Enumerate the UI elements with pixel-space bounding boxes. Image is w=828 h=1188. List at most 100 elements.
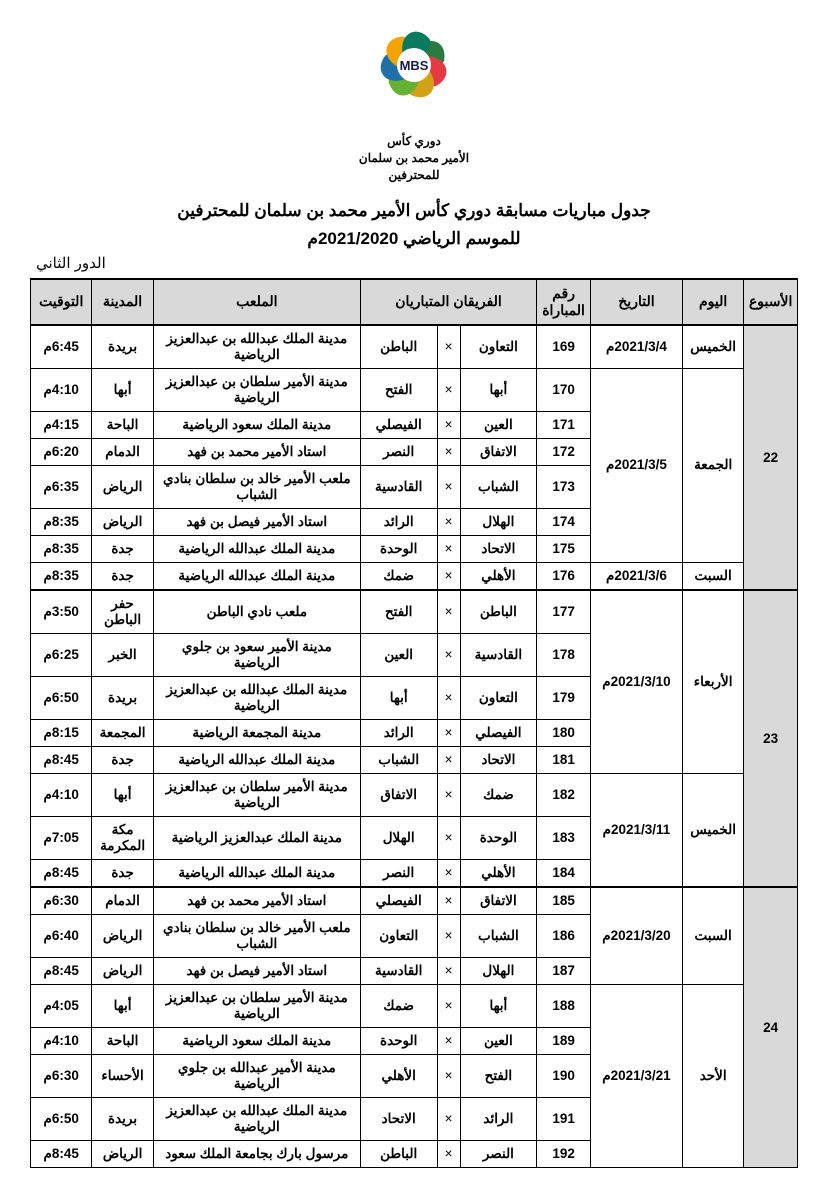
cell-city: الدمام <box>92 887 153 915</box>
cell-num: 179 <box>537 676 591 719</box>
cell-team2: الفتح <box>360 368 437 411</box>
cell-team2: الرائد <box>360 508 437 535</box>
cell-city: مكة المكرمة <box>92 816 153 859</box>
cell-vs: × <box>437 508 460 535</box>
cell-time: 8:15م <box>31 719 92 746</box>
cell-time: 8:45م <box>31 957 92 984</box>
cell-num: 170 <box>537 368 591 411</box>
cell-team1: الهلال <box>460 508 537 535</box>
cell-num: 181 <box>537 746 591 773</box>
cell-team2: الفيصلي <box>360 887 437 915</box>
cell-vs: × <box>437 325 460 369</box>
cell-city: الدمام <box>92 438 153 465</box>
mbs-logo-icon: MBS <box>359 20 469 120</box>
th-city: المدينة <box>92 279 153 325</box>
cell-vs: × <box>437 957 460 984</box>
cell-team1: الأهلي <box>460 562 537 590</box>
cell-day: الخميس <box>682 773 743 887</box>
cell-venue: استاد الأمير محمد بن فهد <box>153 887 360 915</box>
cell-venue: مدينة الملك عبدالله الرياضية <box>153 859 360 887</box>
cell-venue: مدينة الملك عبدالله الرياضية <box>153 746 360 773</box>
cell-team1: الاتحاد <box>460 746 537 773</box>
cell-team1: التعاون <box>460 676 537 719</box>
cell-date: 2021/3/11م <box>590 773 682 887</box>
cell-city: الأحساء <box>92 1054 153 1097</box>
cell-num: 173 <box>537 465 591 508</box>
page-title-1: جدول مباريات مسابقة دوري كأس الأمير محمد… <box>30 197 798 224</box>
cell-venue: ملعب نادي الباطن <box>153 590 360 634</box>
cell-team2: النصر <box>360 859 437 887</box>
cell-team2: ضمك <box>360 562 437 590</box>
cell-city: الخبر <box>92 633 153 676</box>
cell-vs: × <box>437 914 460 957</box>
cell-vs: × <box>437 1097 460 1140</box>
th-teams: الفريقان المتباريان <box>360 279 536 325</box>
cell-city: جدة <box>92 859 153 887</box>
cell-venue: مدينة الأمير سلطان بن عبدالعزيز الرياضية <box>153 773 360 816</box>
cell-venue: مدينة الملك عبدالله الرياضية <box>153 535 360 562</box>
cell-venue: ملعب الأمير خالد بن سلطان بنادي الشباب <box>153 465 360 508</box>
cell-team1: العين <box>460 1027 537 1054</box>
cell-day: الأحد <box>682 984 743 1167</box>
cell-venue: مدينة الأمير سلطان بن عبدالعزيز الرياضية <box>153 368 360 411</box>
cell-team1: الاتفاق <box>460 887 537 915</box>
cell-city: بريدة <box>92 1097 153 1140</box>
cell-team2: الباطن <box>360 325 437 369</box>
cell-team1: الهلال <box>460 957 537 984</box>
cell-venue: ملعب الأمير خالد بن سلطان بنادي الشباب <box>153 914 360 957</box>
cell-team2: الأهلي <box>360 1054 437 1097</box>
cell-venue: مدينة الملك سعود الرياضية <box>153 1027 360 1054</box>
logo-line3: للمحترفين <box>30 167 798 184</box>
cell-team1: ضمك <box>460 773 537 816</box>
cell-vs: × <box>437 590 460 634</box>
cell-date: 2021/3/4م <box>590 325 682 369</box>
cell-team1: أبها <box>460 368 537 411</box>
cell-team1: الفيصلي <box>460 719 537 746</box>
cell-time: 4:10م <box>31 1027 92 1054</box>
cell-time: 6:50م <box>31 1097 92 1140</box>
cell-city: الرياض <box>92 508 153 535</box>
cell-vs: × <box>437 887 460 915</box>
cell-team1: الأهلي <box>460 859 537 887</box>
cell-vs: × <box>437 1054 460 1097</box>
cell-week: 23 <box>744 590 798 887</box>
th-date: التاريخ <box>590 279 682 325</box>
cell-team1: التعاون <box>460 325 537 369</box>
cell-week: 24 <box>744 887 798 1168</box>
cell-time: 8:35م <box>31 508 92 535</box>
cell-vs: × <box>437 773 460 816</box>
cell-num: 178 <box>537 633 591 676</box>
cell-city: أبها <box>92 984 153 1027</box>
cell-date: 2021/3/21م <box>590 984 682 1167</box>
cell-time: 8:35م <box>31 535 92 562</box>
logo: MBS <box>30 20 798 125</box>
cell-city: جدة <box>92 746 153 773</box>
cell-vs: × <box>437 411 460 438</box>
cell-num: 189 <box>537 1027 591 1054</box>
cell-day: الخميس <box>682 325 743 369</box>
th-day: اليوم <box>682 279 743 325</box>
cell-vs: × <box>437 816 460 859</box>
cell-num: 177 <box>537 590 591 634</box>
cell-time: 4:10م <box>31 368 92 411</box>
cell-city: الرياض <box>92 1140 153 1167</box>
cell-city: الباحة <box>92 1027 153 1054</box>
cell-venue: استاد الأمير محمد بن فهد <box>153 438 360 465</box>
cell-venue: مدينة الأمير عبدالله بن جلوي الرياضية <box>153 1054 360 1097</box>
th-time: التوقيت <box>31 279 92 325</box>
cell-venue: مدينة الملك سعود الرياضية <box>153 411 360 438</box>
cell-team2: النصر <box>360 438 437 465</box>
cell-num: 171 <box>537 411 591 438</box>
cell-date: 2021/3/6م <box>590 562 682 590</box>
cell-team2: القادسية <box>360 957 437 984</box>
logo-abbr: MBS <box>400 58 429 73</box>
cell-time: 8:45م <box>31 859 92 887</box>
cell-num: 175 <box>537 535 591 562</box>
cell-team1: النصر <box>460 1140 537 1167</box>
cell-team2: أبها <box>360 676 437 719</box>
cell-team2: الوحدة <box>360 1027 437 1054</box>
th-venue: الملعب <box>153 279 360 325</box>
cell-time: 6:30م <box>31 1054 92 1097</box>
cell-team2: الاتفاق <box>360 773 437 816</box>
cell-num: 187 <box>537 957 591 984</box>
